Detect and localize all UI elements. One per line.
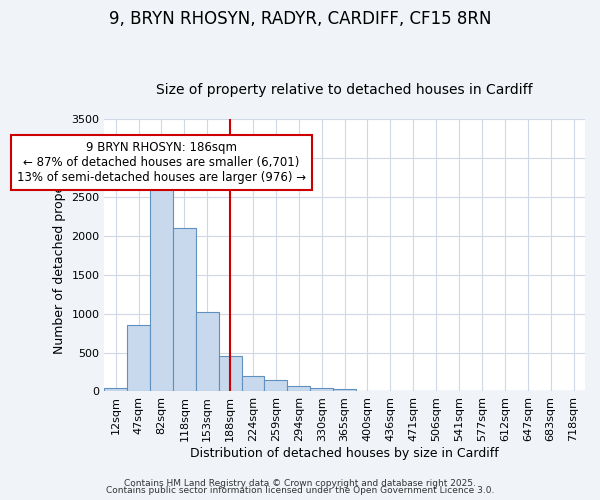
Bar xyxy=(310,388,333,392)
Bar xyxy=(196,312,218,392)
Y-axis label: Number of detached properties: Number of detached properties xyxy=(53,156,65,354)
Bar xyxy=(356,390,379,392)
Text: 9 BRYN RHOSYN: 186sqm
← 87% of detached houses are smaller (6,701)
13% of semi-d: 9 BRYN RHOSYN: 186sqm ← 87% of detached … xyxy=(17,141,306,184)
Bar xyxy=(150,176,173,392)
Bar xyxy=(173,228,196,392)
Bar xyxy=(287,386,310,392)
Title: Size of property relative to detached houses in Cardiff: Size of property relative to detached ho… xyxy=(156,83,533,97)
Text: 9, BRYN RHOSYN, RADYR, CARDIFF, CF15 8RN: 9, BRYN RHOSYN, RADYR, CARDIFF, CF15 8RN xyxy=(109,10,491,28)
Bar xyxy=(333,388,356,392)
Bar xyxy=(104,388,127,392)
Bar xyxy=(218,356,242,392)
Bar xyxy=(242,376,265,392)
Bar xyxy=(127,326,150,392)
Bar xyxy=(265,380,287,392)
X-axis label: Distribution of detached houses by size in Cardiff: Distribution of detached houses by size … xyxy=(190,447,499,460)
Text: Contains HM Land Registry data © Crown copyright and database right 2025.: Contains HM Land Registry data © Crown c… xyxy=(124,478,476,488)
Text: Contains public sector information licensed under the Open Government Licence 3.: Contains public sector information licen… xyxy=(106,486,494,495)
